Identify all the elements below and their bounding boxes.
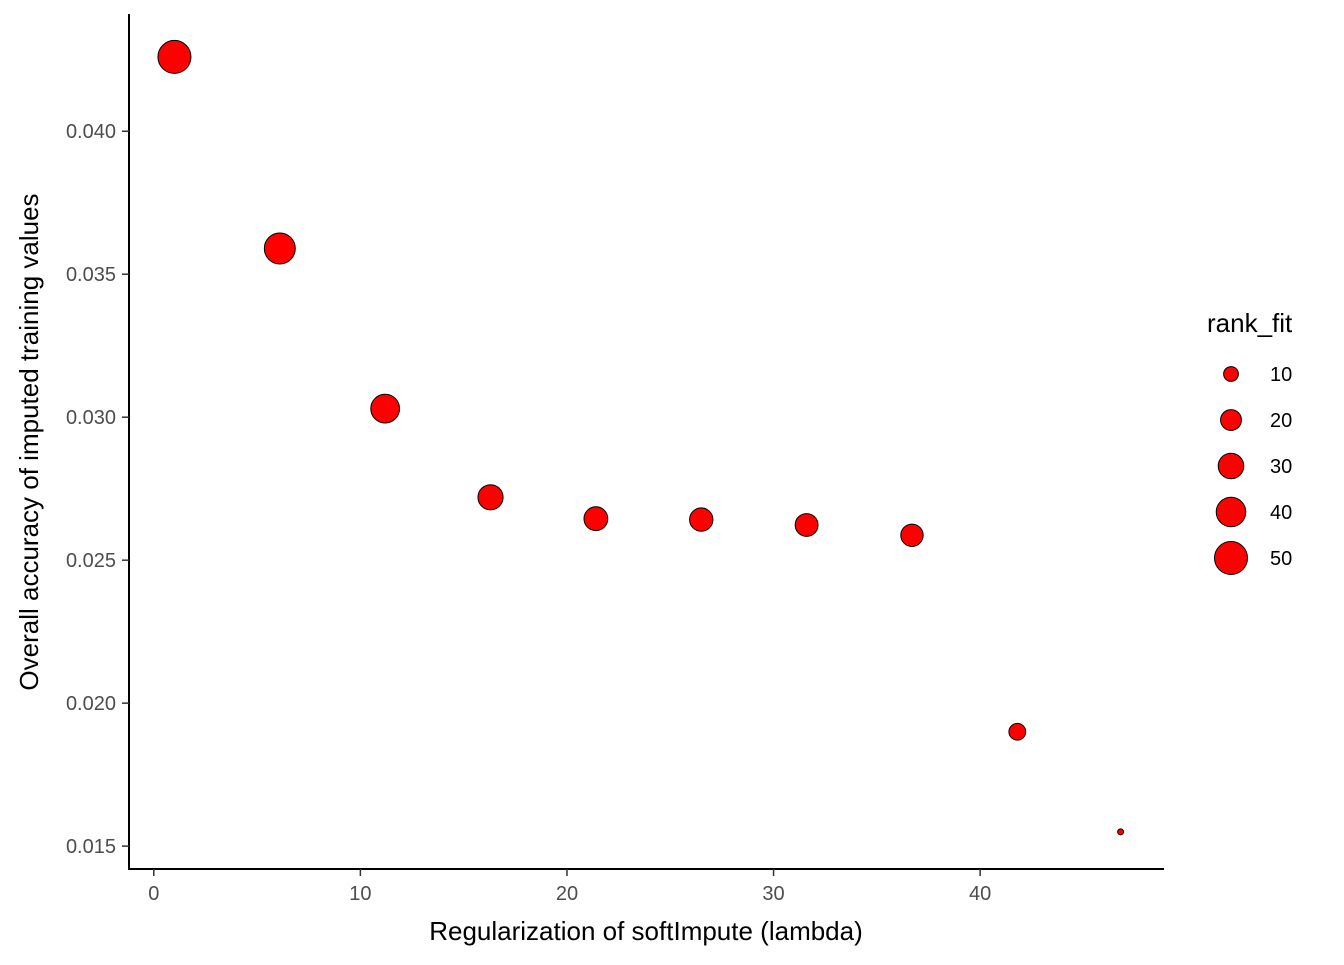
- legend-label: 30: [1270, 456, 1292, 478]
- ticks-layer: 0 10 20 30 40 0.015 0.020 0.025 0.030 0.035 0.040: [66, 121, 991, 905]
- y-tick-label: 0.030: [66, 407, 116, 429]
- legend-label: 10: [1270, 364, 1292, 386]
- x-tick-label: 0: [148, 883, 159, 905]
- y-tick-label: 0.035: [66, 264, 116, 286]
- y-tick-label: 0.020: [66, 693, 116, 715]
- legend: rank_fit 10 20 30 40 50: [1207, 308, 1293, 575]
- y-axis-title: Overall accuracy of imputed training val…: [14, 193, 44, 690]
- data-point: [1008, 722, 1027, 741]
- legend-label: 40: [1270, 502, 1292, 524]
- x-tick-label: 10: [349, 883, 371, 905]
- axes-layer: [128, 14, 1164, 870]
- y-tick-label: 0.025: [66, 550, 116, 572]
- x-axis-title: Regularization of softImpute (lambda): [429, 916, 863, 946]
- legend-title: rank_fit: [1207, 308, 1293, 338]
- y-tick-label: 0.015: [66, 836, 116, 858]
- legend-label: 50: [1270, 548, 1292, 570]
- data-point: [477, 484, 504, 511]
- x-tick-label: 40: [969, 883, 991, 905]
- data-point: [900, 523, 924, 547]
- legend-key: [1223, 366, 1239, 382]
- data-point: [157, 39, 192, 74]
- y-tick-label: 0.040: [66, 121, 116, 143]
- data-point: [689, 507, 714, 532]
- data-point: [1117, 828, 1125, 836]
- x-tick-label: 30: [762, 883, 784, 905]
- data-point: [263, 232, 296, 265]
- legend-key: [1220, 409, 1242, 431]
- data-point: [583, 506, 609, 532]
- x-tick-label: 20: [556, 883, 578, 905]
- points-layer: [157, 39, 1125, 836]
- legend-key: [1214, 541, 1248, 575]
- data-point: [794, 513, 819, 537]
- data-point: [370, 393, 401, 424]
- legend-label: 20: [1270, 410, 1292, 432]
- legend-key: [1215, 496, 1247, 528]
- legend-items: 10 20 30 40 50: [1214, 364, 1292, 575]
- legend-key: [1217, 452, 1245, 480]
